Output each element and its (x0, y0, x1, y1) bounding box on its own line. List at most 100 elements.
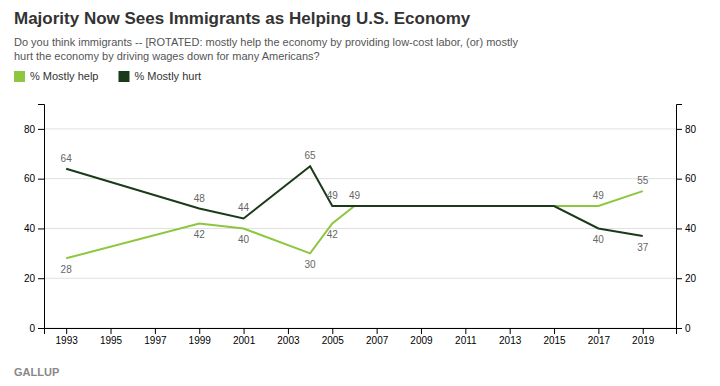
annotation: 28 (61, 264, 73, 275)
x-tick-label: 2009 (410, 335, 433, 346)
y2-tick-mark (676, 278, 682, 279)
y2-tick-label: 40 (685, 223, 697, 234)
annotation: 49 (349, 190, 361, 201)
line-series (66, 191, 643, 258)
y-axis-line (38, 105, 45, 329)
legend-swatch (14, 71, 25, 82)
x-tick: 2013 (499, 328, 522, 346)
annotation: 42 (194, 229, 206, 240)
legend-item: % Mostly hurt (118, 70, 201, 82)
x-tick-mark (465, 328, 466, 334)
x-tick-mark (598, 328, 599, 334)
x-tick: 2009 (410, 328, 433, 346)
title: Majority Now Sees Immigrants as Helping … (14, 9, 471, 28)
y-tick: 60 (24, 173, 44, 184)
y2-tick-label: 80 (685, 124, 697, 135)
y-tick: 40 (24, 223, 44, 234)
y2-tick: 60 (676, 173, 697, 184)
x-tick: 1999 (189, 328, 212, 346)
annotation: 44 (238, 202, 250, 213)
x-tick-mark (199, 328, 200, 334)
subtitle: Do you think immigrants -- [ROTATED: mos… (14, 36, 518, 48)
y2-tick: 40 (676, 223, 697, 234)
grid-line (44, 178, 676, 179)
y2-tick-mark (676, 328, 682, 329)
subtitle: hurt the economy by driving wages down f… (14, 50, 320, 62)
y-tick-label: 0 (29, 323, 35, 334)
x-tick-mark (643, 328, 644, 334)
x-tick-label: 2007 (366, 335, 389, 346)
x-tick: 2005 (322, 328, 345, 346)
annotation: 42 (327, 229, 339, 240)
y2-axis-line (677, 105, 683, 329)
x-tick: 1993 (56, 328, 79, 346)
y-tick-label: 80 (24, 124, 36, 135)
y-tick-mark (38, 179, 44, 180)
x-tick-mark (332, 328, 333, 334)
x-tick-label: 2011 (455, 335, 477, 346)
legend-item: % Mostly help (14, 70, 98, 82)
x-tick: 2019 (632, 328, 655, 346)
x-tick-label: 1993 (56, 335, 79, 346)
x-tick-label: 2005 (322, 335, 345, 346)
x-tick: 1995 (100, 328, 123, 346)
annotations: 284240304249495564484465494037 (61, 150, 649, 275)
x-tick-label: 2017 (588, 335, 611, 346)
annotation: 49 (327, 190, 339, 201)
x-tick-mark (510, 328, 511, 334)
y-tick-label: 60 (24, 173, 36, 184)
y-tick-mark (38, 228, 44, 229)
x-tick-mark (155, 328, 156, 334)
x-tick-mark (554, 328, 555, 334)
x-tick-label: 1999 (189, 335, 212, 346)
y2-tick-mark (676, 228, 682, 229)
annotation: 65 (305, 150, 317, 161)
x-tick-label: 1997 (144, 335, 167, 346)
annotation: 30 (305, 259, 317, 270)
y-tick: 0 (29, 323, 44, 334)
x-tick-label: 2015 (543, 335, 566, 346)
legend: % Mostly help % Mostly hurt (14, 70, 201, 82)
grid-line (44, 128, 676, 129)
x-tick-label: 2013 (499, 335, 522, 346)
x-tick-mark (288, 328, 289, 334)
annotation: 40 (238, 234, 250, 245)
x-tick-mark (111, 328, 112, 334)
x-tick-label: 2019 (632, 335, 655, 346)
legend-swatch (118, 71, 129, 82)
y-tick-label: 40 (24, 223, 36, 234)
x-tick-mark (66, 328, 67, 334)
annotation: 55 (637, 175, 649, 186)
y-tick-mark (38, 328, 44, 329)
annotation: 40 (593, 234, 605, 245)
y2-tick-mark (676, 129, 682, 130)
y2-tick-label: 60 (685, 173, 697, 184)
y2-tick-label: 0 (685, 323, 691, 334)
annotation: 49 (593, 190, 605, 201)
legend-label: % Mostly hurt (134, 70, 201, 82)
x-tick: 2007 (366, 328, 389, 346)
y2-tick: 80 (676, 124, 697, 135)
x-tick: 2011 (455, 328, 477, 346)
y2-tick-label: 20 (685, 273, 697, 284)
source: GALLUP (14, 366, 59, 378)
y-axis: 0 20 40 60 80 (24, 105, 45, 334)
x-tick-label: 2003 (277, 335, 300, 346)
x-axis: 1993 1995 1997 1999 2001 2003 2005 2007 2009 2011… (45, 328, 677, 346)
x-tick: 2003 (277, 328, 300, 346)
y-tick-label: 20 (24, 273, 36, 284)
chart: Majority Now Sees Immigrants as Helping … (0, 0, 720, 386)
plot-area (66, 166, 643, 258)
y2-tick: 20 (676, 273, 697, 284)
y2-tick: 0 (676, 323, 691, 334)
grid-line (44, 228, 676, 229)
grid-line (44, 278, 676, 279)
x-tick: 1997 (144, 328, 167, 346)
x-tick-label: 1995 (100, 335, 123, 346)
x-tick-label: 2001 (233, 335, 256, 346)
y-tick: 20 (24, 273, 44, 284)
x-tick: 2017 (588, 328, 611, 346)
annotation: 37 (637, 242, 649, 253)
grid (44, 129, 676, 328)
x-tick: 2001 (233, 328, 256, 346)
